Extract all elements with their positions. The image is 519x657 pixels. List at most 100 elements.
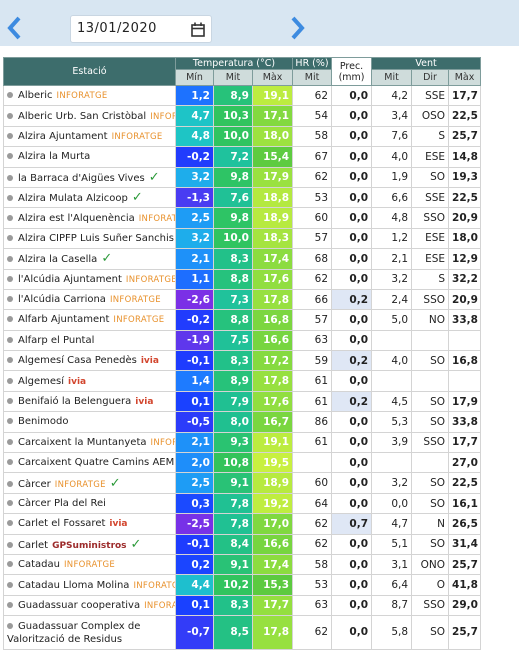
temp-min: -0,7 <box>175 615 214 651</box>
date-bar: 13/01/2020 <box>0 0 519 46</box>
temp-mean: 7,9 <box>213 390 253 413</box>
station-cell: Alzira CIPFP Luis Suñer Sanchis <box>3 227 176 250</box>
station-name: la Barraca d'Aigües Vives <box>18 172 145 184</box>
station-cell: Catadau Lloma MolinaINFORATGE <box>3 574 176 596</box>
wind-mean: 8,7 <box>371 594 413 617</box>
wind-dir: SSO <box>411 288 450 311</box>
station-row: Càrcer Pla del Rei 0,3 7,8 19,2 64 0,0 0,0 SO 16… <box>3 492 482 515</box>
wind-dir <box>411 370 450 392</box>
temp-max: 17,6 <box>251 390 294 413</box>
precipitation: 0,0 <box>331 268 373 290</box>
date-picker[interactable]: 13/01/2020 <box>70 15 212 43</box>
wind-dir: SSO <box>411 431 450 454</box>
wind-mean: 3,2 <box>371 472 413 494</box>
humidity: 64 <box>292 492 333 515</box>
wind-max: 41,8 <box>448 574 482 596</box>
verified-check: ✓ <box>109 475 121 491</box>
temp-max: 18,8 <box>251 186 294 209</box>
wind-dir: SSE <box>411 84 450 107</box>
station-tag: INFORATGE <box>109 295 161 306</box>
station-row: Càrcer INFORATGE ✓ 2,5 9,1 18,9 60 0,0 3,2 SO 22,5 <box>3 472 482 494</box>
wind-mean: 5,3 <box>371 411 413 433</box>
station-cell: Algemesí ivia <box>3 370 176 392</box>
precipitation: 0,0 <box>331 492 373 515</box>
humidity: 58 <box>292 125 333 148</box>
station-cell: Carlet el Fossaret ivia <box>3 513 176 535</box>
status-dot <box>7 398 13 405</box>
station-cell: Alfarp el Puntal <box>3 329 176 352</box>
station-cell: Alberic INFORATGE <box>3 84 176 107</box>
temp-min: 4,7 <box>175 105 214 127</box>
station-cell: Alzira est l'AlquenènciaINFORATGE <box>3 207 176 229</box>
header-wind-dir: Dir <box>411 69 450 86</box>
header-mean: Mit <box>213 69 253 86</box>
wind-max: 12,9 <box>448 248 482 270</box>
humidity: 57 <box>292 309 333 331</box>
temp-mean: 7,8 <box>213 492 253 515</box>
temp-mean: 8,9 <box>213 84 253 107</box>
wind-dir: SO <box>411 166 450 188</box>
temp-mean: 8,3 <box>213 594 253 617</box>
station-name: Carcaixent Quatre Camins AEMET <box>18 457 176 469</box>
temp-max: 19,1 <box>251 431 294 454</box>
humidity: 58 <box>292 553 333 576</box>
prev-day[interactable] <box>6 16 22 40</box>
temp-max: 18,3 <box>251 227 294 250</box>
temp-max: 17,9 <box>251 166 294 188</box>
wind-dir: S <box>411 125 450 148</box>
temp-mean: 10,0 <box>213 227 253 250</box>
temp-min: 4,8 <box>175 125 214 148</box>
station-name: Alzira Ajuntament <box>18 130 108 142</box>
precipitation: 0,0 <box>331 411 373 433</box>
wind-max: 17,7 <box>448 84 482 107</box>
station-cell: Benifaió la Belenguera ivia <box>3 390 176 413</box>
wind-dir: N <box>411 513 450 535</box>
station-cell: Alzira la Murta <box>3 146 176 168</box>
temp-mean: 7,5 <box>213 329 253 352</box>
precipitation: 0,0 <box>331 207 373 229</box>
wind-dir: SSO <box>411 207 450 229</box>
status-dot <box>7 480 13 487</box>
station-name: Algemesí Casa Penedès <box>18 355 137 367</box>
station-cell: Alfarb Ajuntament INFORATGE <box>3 309 176 331</box>
station-row: Alzira Ajuntament INFORATGE 4,8 10,0 18,0 58 0… <box>3 125 482 148</box>
wind-mean <box>371 370 413 392</box>
wind-dir: SSE <box>411 186 450 209</box>
temp-min: 1,2 <box>175 84 214 107</box>
station-row: Alfarb Ajuntament INFORATGE -0,2 8,8 16,8 57 0… <box>3 309 482 331</box>
station-tag: GPSuministros <box>52 540 127 551</box>
station-name: Alzira CIPFP Luis Suñer Sanchis <box>18 232 174 244</box>
station-row: Alzira CIPFP Luis Suñer Sanchis 3,2 10,0 18… <box>3 227 482 250</box>
precipitation: 0,0 <box>331 166 373 188</box>
status-dot <box>7 561 13 568</box>
precipitation: 0,0 <box>331 533 373 555</box>
calendar-icon[interactable] <box>191 22 205 37</box>
station-name: Alzira la Casella <box>18 254 98 266</box>
header-min: Mín <box>175 69 214 86</box>
status-dot <box>7 132 13 139</box>
wind-max: 32,2 <box>448 268 482 290</box>
wind-max: 19,3 <box>448 166 482 188</box>
status-dot <box>7 459 13 466</box>
temp-mean: 9,3 <box>213 431 253 454</box>
humidity: 53 <box>292 574 333 596</box>
temp-max: 17,7 <box>251 594 294 617</box>
station-row: Benimodo -0,5 8,0 16,7 86 0,0 5,3 SO 33,8 <box>3 411 482 433</box>
wind-mean: 6,6 <box>371 186 413 209</box>
precipitation: 0,0 <box>331 452 373 474</box>
wind-dir: O <box>411 574 450 596</box>
temp-min: 3,2 <box>175 227 214 250</box>
station-tag: ivia <box>68 376 87 387</box>
temp-min: -0,1 <box>175 350 214 372</box>
temp-mean: 8,9 <box>213 370 253 392</box>
station-cell: Càrcer INFORATGE ✓ <box>3 472 176 494</box>
header-station: Estació <box>3 57 176 86</box>
station-cell: Guadassuar Complex de Valorització de Re… <box>3 615 176 651</box>
wind-dir: SO <box>411 350 450 372</box>
wind-mean: 3,4 <box>371 105 413 127</box>
next-day[interactable] <box>290 16 306 40</box>
temp-max: 16,6 <box>251 533 294 555</box>
station-cell: l'Alcúdia Carriona INFORATGE <box>3 288 176 311</box>
wind-mean: 4,0 <box>371 350 413 372</box>
